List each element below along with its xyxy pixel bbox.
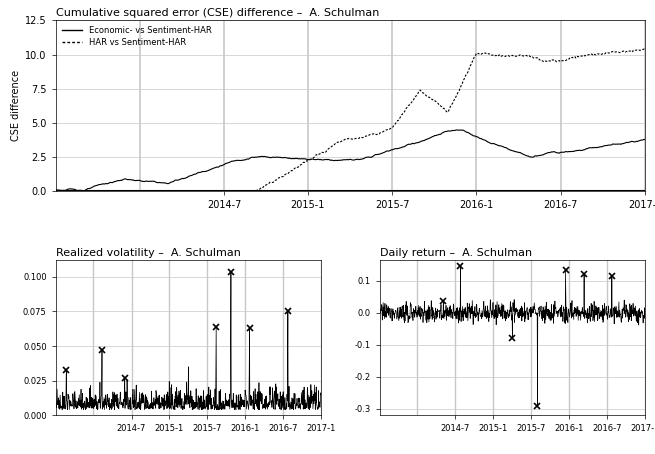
Y-axis label: CSE difference: CSE difference [11, 70, 21, 142]
Text: Realized volatility –  A. Schulman: Realized volatility – A. Schulman [56, 248, 240, 258]
Text: Cumulative squared error (CSE) difference –  A. Schulman: Cumulative squared error (CSE) differenc… [56, 8, 379, 18]
Legend: Economic- vs Sentiment-HAR, HAR vs Sentiment-HAR: Economic- vs Sentiment-HAR, HAR vs Senti… [60, 25, 214, 49]
Text: Daily return –  A. Schulman: Daily return – A. Schulman [380, 248, 532, 258]
